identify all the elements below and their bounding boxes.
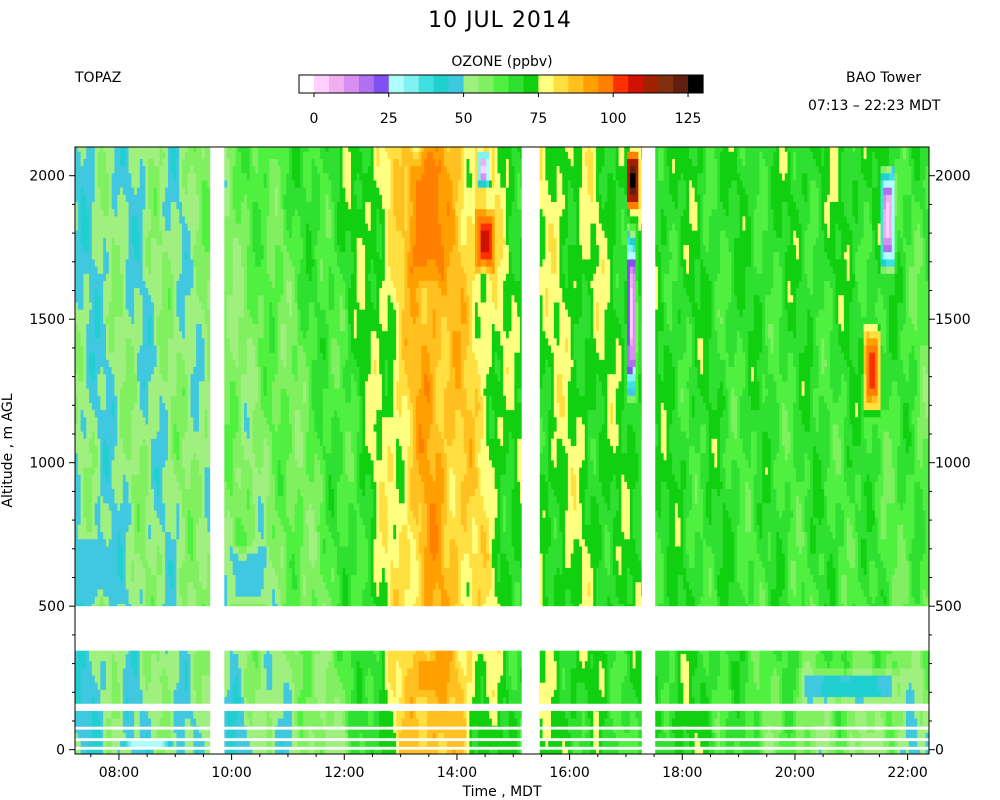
colorbar-swatch: [314, 75, 330, 93]
colorbar-tick-label: 100: [600, 111, 627, 127]
colorbar-swatch: [389, 75, 405, 93]
colorbar-tick-label: 75: [529, 111, 547, 127]
colorbar-swatch: [568, 75, 584, 93]
colorbar-swatch: [688, 75, 704, 93]
colorbar-swatch: [299, 75, 315, 93]
colorbar-swatch: [583, 75, 599, 93]
colorbar-swatch: [449, 75, 465, 93]
colorbar: 0 25 50 75 100 125: [299, 75, 704, 127]
colorbar-swatch: [374, 75, 390, 93]
colorbar-swatch: [658, 75, 674, 93]
colorbar-tick-label: 50: [455, 111, 473, 127]
colorbar-swatch: [613, 75, 629, 93]
colorbar-swatch: [673, 75, 689, 93]
colorbar-swatch: [523, 75, 539, 93]
colorbar-swatch: [479, 75, 495, 93]
heatmap-layer: [75, 147, 930, 755]
colorbar-swatch: [643, 75, 659, 93]
colorbar-tick-label: 0: [310, 111, 319, 127]
colorbar-swatch: [508, 75, 524, 93]
colorbar-swatch: [329, 75, 345, 93]
colorbar-swatch: [538, 75, 554, 93]
colorbar-swatch: [434, 75, 450, 93]
colorbar-swatch: [598, 75, 614, 93]
colorbar-swatch: [419, 75, 435, 93]
colorbar-swatch: [344, 75, 360, 93]
colorbar-tick-label: 125: [675, 111, 702, 127]
colorbar-swatch: [464, 75, 480, 93]
colorbar-swatch: [553, 75, 569, 93]
colorbar-tick-label: 25: [380, 111, 398, 127]
colorbar-swatch: [359, 75, 375, 93]
colorbar-swatch: [628, 75, 644, 93]
colorbar-swatch: [404, 75, 420, 93]
colorbar-swatch: [494, 75, 510, 93]
